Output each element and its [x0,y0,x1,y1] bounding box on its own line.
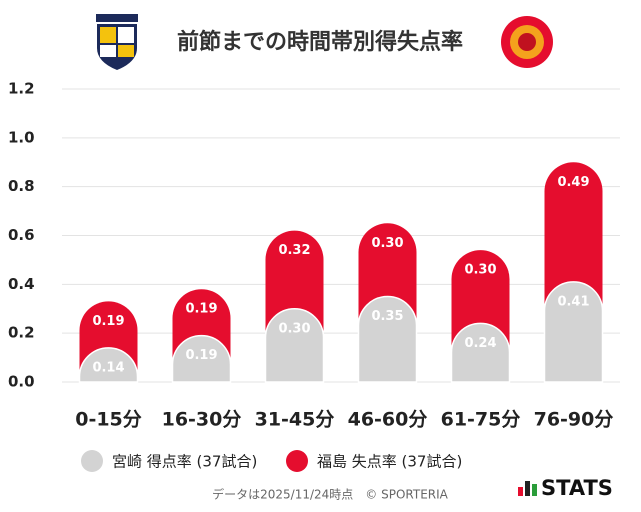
bar-segment [78,347,139,383]
away-crest [501,16,553,68]
x-tick-label: 16-30分 [162,409,242,431]
y-tick-label: 1.2 [8,80,35,98]
data-label: 0.35 [371,309,403,324]
y-tick-label: 1.0 [8,128,35,146]
x-tick-label: 31-45分 [255,409,335,431]
y-tick-label: 0.2 [8,324,35,342]
y-tick-label: 0.0 [8,373,35,391]
footer: データは2025/11/24時点 © SPORTERIA [212,487,449,502]
brand-logo [518,481,537,496]
bar-segment [264,308,325,383]
data-label: 0.14 [92,360,124,375]
data-label: 0.19 [185,302,217,317]
bar-segment [543,281,604,383]
data-label: 0.32 [278,243,310,258]
data-label: 0.30 [464,263,496,278]
bar-segment [450,322,511,383]
chart-title: 前節までの時間帯別得失点率 [177,29,463,55]
legend-label: 宮崎 得点率 (37試合) [112,453,257,471]
home-crest [96,14,138,70]
legend-marker [81,450,103,472]
bar-segment [171,334,232,383]
y-tick-label: 0.8 [8,177,35,195]
legend-label: 福島 失点率 (37試合) [317,453,462,471]
data-label: 0.41 [557,294,589,309]
bar-segment [544,162,603,311]
brand: STATS [541,476,613,500]
bar-segment [265,230,324,338]
y-tick-label: 0.6 [8,226,35,244]
x-tick-label: 61-75分 [441,409,521,431]
legend-marker [286,450,308,472]
data-label: 0.30 [278,321,310,336]
bar-segment [357,295,418,383]
data-label: 0.19 [185,348,217,363]
data-label: 0.49 [557,175,589,190]
data-label: 0.24 [464,336,496,351]
x-tick-label: 46-60分 [348,409,428,431]
x-tick-label: 76-90分 [534,409,614,431]
x-tick-label: 0-15分 [75,409,142,431]
data-label: 0.30 [371,236,403,251]
y-tick-label: 0.4 [8,275,35,293]
data-label: 0.19 [92,314,124,329]
